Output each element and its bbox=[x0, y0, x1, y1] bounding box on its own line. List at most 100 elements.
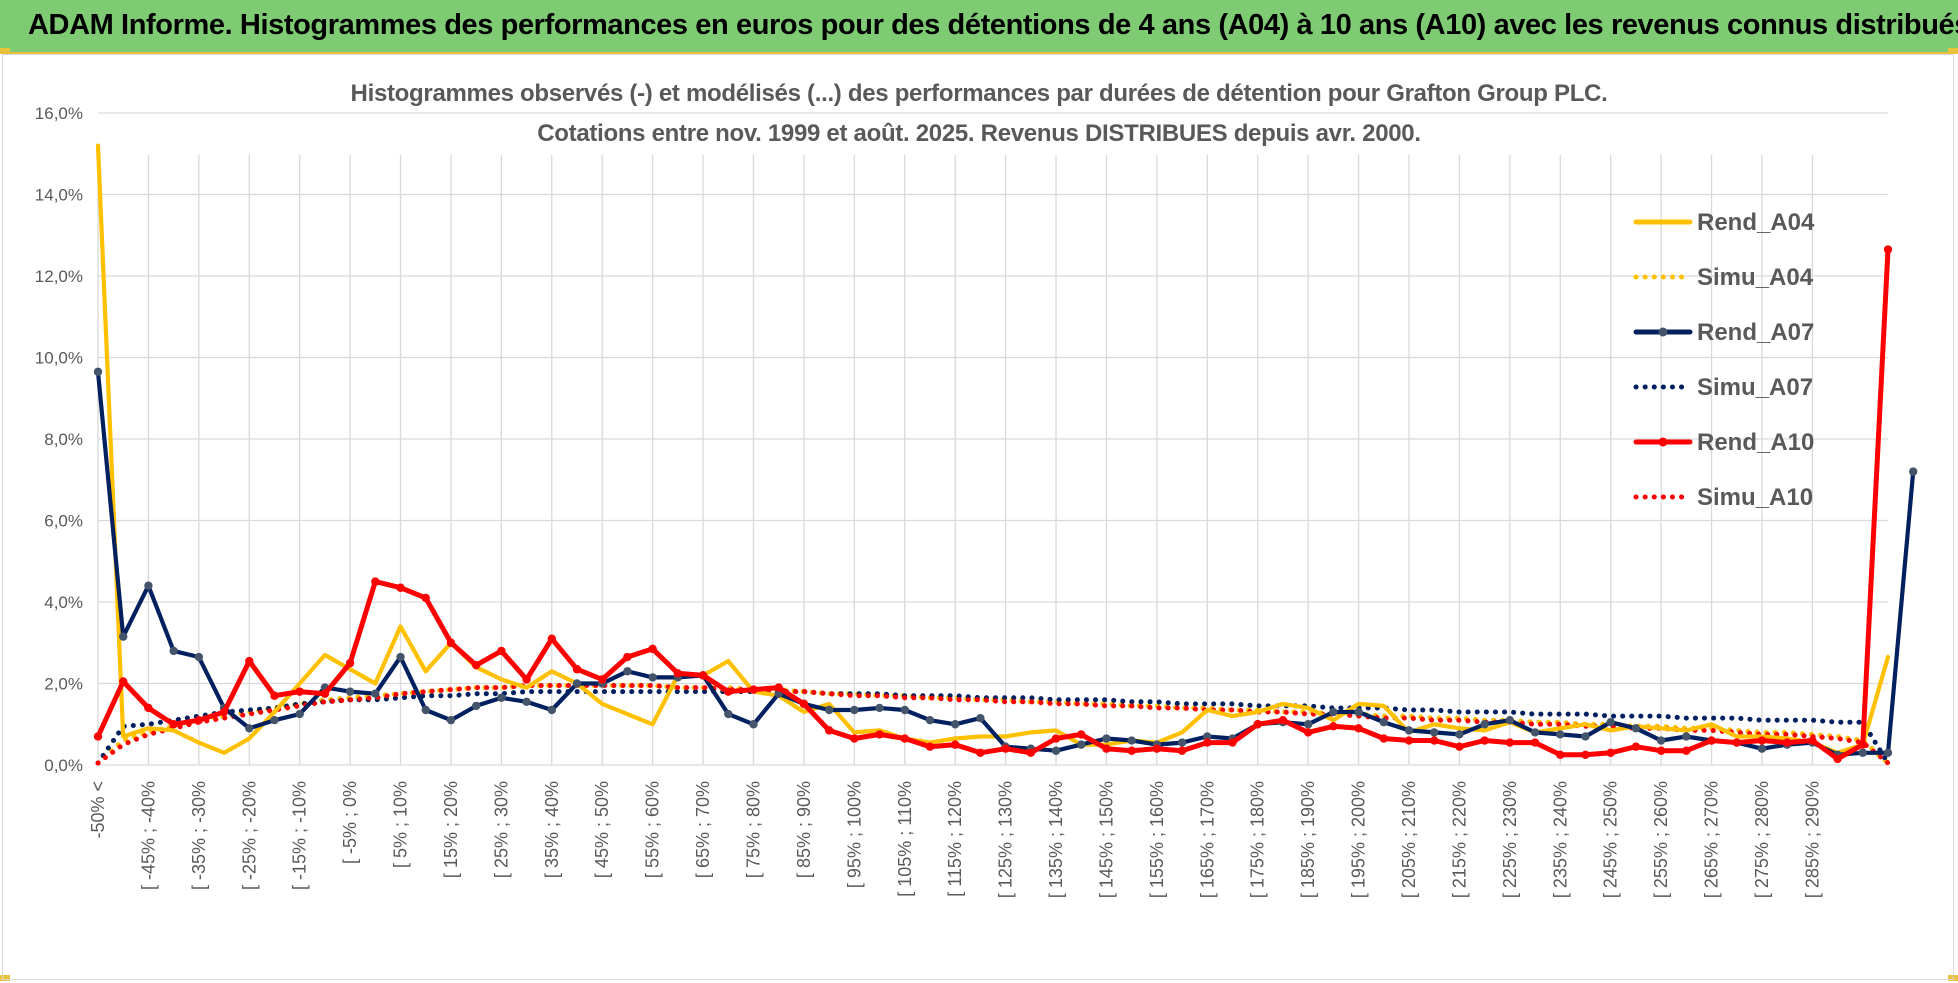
x-tick-label: [ 15% ; 20% bbox=[441, 781, 461, 878]
x-tick-label: [ 165% ; 170% bbox=[1197, 781, 1217, 898]
series-point bbox=[1127, 736, 1136, 745]
series-point bbox=[547, 634, 557, 643]
series-point bbox=[850, 705, 859, 715]
x-tick-label: [ 235% ; 240% bbox=[1550, 781, 1570, 898]
legend-label: Rend_A07 bbox=[1697, 319, 1814, 346]
series-point bbox=[119, 677, 128, 686]
series-point bbox=[421, 593, 430, 603]
x-tick-label: [ 85% ; 90% bbox=[794, 781, 814, 878]
series-point bbox=[875, 703, 884, 713]
accent-corner-top-left bbox=[0, 48, 10, 54]
x-tick-label: [ -25% ; -20% bbox=[239, 781, 259, 890]
x-tick-label: [ 195% ; 200% bbox=[1349, 781, 1369, 898]
series-point bbox=[572, 679, 582, 688]
series-point bbox=[1858, 748, 1867, 757]
series-point bbox=[1858, 740, 1867, 749]
series-point bbox=[194, 715, 204, 725]
gridlines bbox=[97, 112, 1888, 766]
series-point bbox=[724, 709, 733, 719]
series-point bbox=[522, 675, 531, 684]
series-point bbox=[1329, 722, 1338, 731]
series-point bbox=[1026, 748, 1036, 757]
series-point bbox=[1480, 736, 1489, 745]
series-point bbox=[799, 699, 809, 709]
series-point bbox=[1732, 738, 1741, 747]
series-point bbox=[1556, 730, 1565, 739]
accent-corner-bottom-left bbox=[0, 975, 10, 981]
series-point bbox=[623, 652, 632, 662]
series-point bbox=[144, 581, 153, 590]
x-tick-label: [ -15% ; -10% bbox=[290, 781, 310, 890]
series-line-rend-a04 bbox=[95, 143, 1891, 755]
series-point bbox=[1203, 732, 1212, 741]
series-point bbox=[648, 644, 657, 654]
series-point bbox=[1177, 738, 1187, 747]
x-tick-label: [ 275% ; 280% bbox=[1752, 781, 1772, 898]
legend-label: Rend_A10 bbox=[1697, 429, 1814, 456]
series-point bbox=[1152, 744, 1162, 753]
legend-marker bbox=[1658, 327, 1668, 337]
series-point bbox=[1455, 742, 1464, 751]
series-point bbox=[295, 687, 304, 696]
series-point bbox=[421, 705, 430, 715]
series-point bbox=[1556, 750, 1565, 760]
series-line-simu-a07 bbox=[95, 689, 1891, 766]
x-tick-label: [ 205% ; 210% bbox=[1399, 781, 1419, 898]
chart-area bbox=[2, 54, 1954, 980]
x-tick-label: [ 175% ; 180% bbox=[1248, 781, 1268, 898]
series-line-simu-a10 bbox=[95, 683, 1891, 766]
legend-label: Simu_A04 bbox=[1697, 264, 1814, 291]
y-tick-label: 2,0% bbox=[44, 675, 83, 694]
series-point bbox=[900, 734, 909, 743]
legend: Rend_A04 Simu_A04 Rend_A07 Simu_A07 Rend_A10… bbox=[1633, 209, 1815, 511]
series-point bbox=[1505, 715, 1515, 725]
series-point bbox=[1682, 732, 1691, 741]
series-point bbox=[1656, 746, 1666, 755]
series-point bbox=[925, 742, 935, 751]
y-tick-label: 12,0% bbox=[35, 267, 83, 286]
series-point bbox=[522, 697, 531, 707]
series-point bbox=[93, 367, 103, 376]
series-point bbox=[1303, 720, 1313, 729]
legend-label: Rend_A04 bbox=[1697, 209, 1815, 236]
x-tick-label: [ 45% ; 50% bbox=[592, 781, 612, 878]
series-point bbox=[1530, 738, 1540, 747]
series-point bbox=[1379, 734, 1388, 743]
x-tick-label: -50% < bbox=[88, 781, 108, 839]
series-point bbox=[1581, 750, 1590, 760]
series-point bbox=[1077, 740, 1086, 749]
x-tick-label: [ -5% ; 0% bbox=[340, 781, 360, 864]
series-point bbox=[219, 707, 229, 717]
series-point bbox=[169, 720, 178, 729]
series-point bbox=[875, 730, 884, 739]
series-point bbox=[1631, 742, 1641, 751]
series-point bbox=[1303, 728, 1313, 737]
y-tick-label: 10,0% bbox=[35, 349, 83, 368]
series-point bbox=[396, 652, 405, 662]
series-point bbox=[497, 646, 506, 656]
series-point bbox=[572, 665, 582, 674]
x-tick-label: [ 135% ; 140% bbox=[1046, 781, 1066, 898]
series-point bbox=[749, 720, 758, 729]
series-point bbox=[1051, 746, 1061, 755]
series-point bbox=[93, 732, 103, 741]
series-point bbox=[1581, 732, 1590, 741]
series-point bbox=[749, 685, 758, 694]
report-banner: ADAM Informe. Histogrammes des performan… bbox=[0, 0, 1958, 54]
series-point bbox=[169, 646, 178, 656]
series-point bbox=[1455, 730, 1464, 739]
series-point bbox=[698, 671, 708, 680]
series-point bbox=[1278, 715, 1288, 725]
series-point bbox=[1404, 736, 1414, 745]
x-tick-label: [ 5% ; 10% bbox=[391, 781, 411, 868]
series-point bbox=[1077, 730, 1086, 739]
series-point bbox=[345, 687, 355, 696]
series-point bbox=[1228, 738, 1237, 747]
series-point bbox=[371, 689, 380, 698]
series-point bbox=[245, 656, 254, 666]
series-point bbox=[1127, 746, 1136, 755]
series-point bbox=[270, 715, 279, 725]
legend-marker bbox=[1658, 437, 1668, 447]
x-tick-label: [ 215% ; 220% bbox=[1449, 781, 1469, 898]
y-axis-ticks: 0,0% 2,0% 4,0% 6,0% 8,0% 10,0% 12,0% 14,0% 16,0% bbox=[35, 104, 83, 775]
